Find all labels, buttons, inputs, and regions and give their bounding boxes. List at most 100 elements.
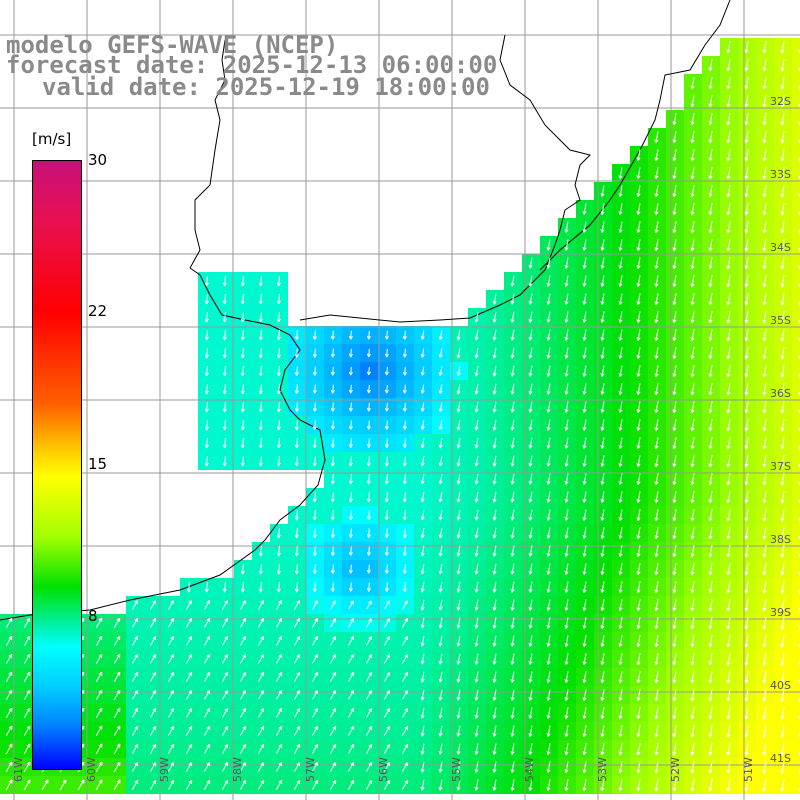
wind-cell bbox=[792, 200, 800, 218]
wind-arrow bbox=[762, 472, 767, 486]
wind-arrow bbox=[492, 401, 497, 413]
wind-arrow bbox=[474, 689, 479, 701]
wind-arrow bbox=[618, 347, 623, 359]
wind-arrow bbox=[708, 203, 713, 216]
wind-arrow bbox=[510, 761, 515, 773]
wind-arrow bbox=[239, 636, 247, 646]
wind-arrow bbox=[690, 581, 695, 594]
wind-arrow bbox=[222, 437, 227, 449]
wind-arrow bbox=[510, 545, 515, 557]
wind-arrow bbox=[618, 527, 623, 539]
wind-arrow bbox=[222, 365, 227, 377]
wind-arrow bbox=[456, 509, 461, 521]
wind-arrow bbox=[546, 491, 551, 503]
wind-arrow bbox=[221, 672, 229, 682]
wind-arrow bbox=[762, 112, 767, 126]
wind-arrow bbox=[708, 509, 713, 522]
wind-arrow bbox=[5, 761, 13, 773]
wind-arrow bbox=[438, 473, 443, 485]
wind-arrow bbox=[672, 437, 677, 450]
wind-arrow bbox=[636, 760, 641, 774]
wind-arrow bbox=[618, 365, 623, 377]
wind-arrow bbox=[330, 366, 335, 376]
wind-arrow bbox=[131, 761, 139, 772]
wind-arrow bbox=[401, 743, 409, 754]
wind-cell bbox=[792, 668, 800, 686]
wind-arrow bbox=[654, 419, 659, 431]
wind-arrow bbox=[113, 635, 121, 646]
wind-arrow bbox=[204, 455, 209, 467]
wind-arrow bbox=[222, 383, 227, 395]
wind-arrow bbox=[546, 347, 551, 359]
wind-arrow bbox=[204, 293, 209, 305]
wind-arrow bbox=[240, 365, 245, 377]
wind-arrow bbox=[780, 562, 785, 576]
wind-arrow bbox=[600, 491, 605, 503]
wind-arrow bbox=[383, 743, 391, 754]
wind-arrow bbox=[113, 653, 121, 664]
wind-arrow bbox=[510, 365, 515, 377]
wind-arrow bbox=[672, 688, 677, 702]
wind-arrow bbox=[564, 455, 569, 467]
wind-arrow bbox=[474, 329, 479, 341]
wind-arrow bbox=[185, 618, 193, 628]
wind-arrow bbox=[293, 618, 301, 628]
wind-arrow bbox=[294, 384, 299, 394]
wind-arrow bbox=[582, 671, 587, 683]
wind-arrow bbox=[762, 76, 767, 90]
wind-arrow bbox=[600, 563, 605, 575]
wind-arrow bbox=[402, 438, 407, 448]
wind-arrow bbox=[726, 238, 731, 252]
wind-arrow bbox=[690, 149, 695, 162]
wind-arrow bbox=[726, 688, 731, 702]
wind-arrow bbox=[258, 347, 263, 359]
wind-arrow bbox=[5, 671, 13, 683]
wind-arrow bbox=[726, 652, 731, 666]
wind-arrow bbox=[131, 690, 139, 700]
wind-arrow bbox=[474, 365, 479, 377]
wind-arrow bbox=[744, 688, 749, 702]
wind-arrow bbox=[366, 348, 371, 358]
wind-arrow bbox=[438, 707, 443, 719]
wind-arrow bbox=[312, 366, 317, 376]
wind-arrow bbox=[456, 761, 461, 773]
wind-arrow bbox=[510, 455, 515, 467]
wind-arrow bbox=[600, 365, 605, 377]
wind-arrow bbox=[258, 437, 263, 449]
wind-arrow bbox=[420, 779, 425, 791]
wind-arrow bbox=[708, 544, 713, 558]
wind-arrow bbox=[744, 292, 749, 306]
wind-arrow bbox=[708, 616, 713, 630]
wind-arrow bbox=[474, 455, 479, 467]
wind-arrow bbox=[636, 275, 641, 287]
wind-arrow bbox=[744, 364, 749, 378]
wind-arrow bbox=[492, 761, 497, 773]
wind-arrow bbox=[762, 382, 767, 396]
wind-arrow bbox=[312, 437, 317, 449]
wind-arrow bbox=[618, 203, 623, 215]
wind-arrow bbox=[438, 366, 443, 376]
wind-arrow bbox=[600, 185, 605, 197]
wind-arrow bbox=[726, 166, 731, 180]
wind-arrow bbox=[582, 365, 587, 377]
wind-arrow bbox=[564, 239, 569, 251]
wind-arrow bbox=[275, 690, 283, 700]
latitude-label: 39S bbox=[770, 606, 791, 619]
wind-arrow bbox=[474, 473, 479, 485]
wind-arrow bbox=[366, 600, 372, 610]
wind-arrow bbox=[762, 598, 767, 612]
wind-arrow bbox=[402, 384, 407, 394]
wind-arrow bbox=[600, 275, 605, 287]
wind-arrow bbox=[564, 635, 569, 647]
wind-arrow bbox=[636, 149, 641, 161]
wind-arrow bbox=[474, 509, 479, 521]
wind-arrow bbox=[131, 618, 139, 628]
wind-arrow bbox=[438, 402, 443, 412]
wind-arrow bbox=[636, 581, 641, 594]
wind-arrow bbox=[365, 779, 373, 790]
wind-arrow bbox=[384, 455, 389, 467]
wind-arrow bbox=[744, 598, 749, 612]
wind-arrow bbox=[456, 563, 461, 575]
wind-arrow bbox=[492, 527, 497, 539]
wind-arrow bbox=[546, 419, 551, 431]
